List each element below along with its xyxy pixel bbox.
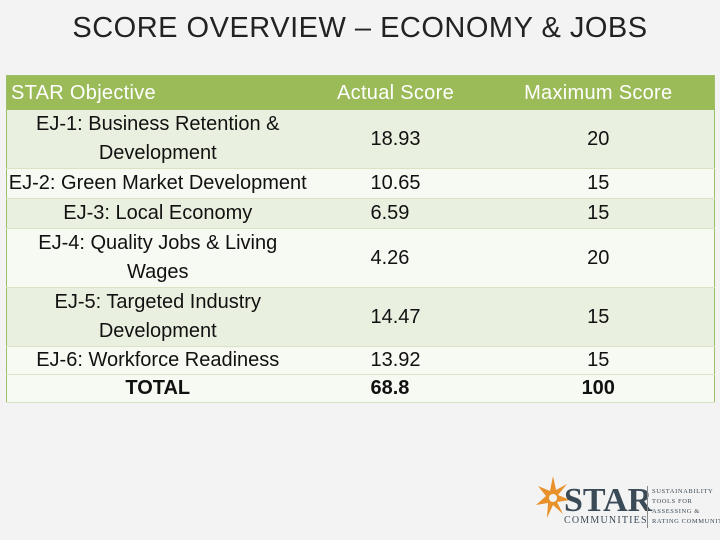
actual-score-cell: 18.93 [370,127,421,150]
maximum-score-cell: 15 [587,202,610,224]
actual-score-cell: 10.65 [370,172,421,194]
logo-sub: COMMUNITIES [564,515,648,526]
header-maximum-score: Maximum Score [524,81,673,104]
slide-title: SCORE OVERVIEW – ECONOMY & JOBS [72,12,648,44]
logo-tagline: SUSTAINABILITY TOOLS FOR ASSESSING & RAT… [652,487,720,527]
table-row-total: TOTAL 68.8 100 [6,374,715,403]
actual-score-cell: 13.92 [370,349,421,371]
table-header-row: STAR Objective Actual Score Maximum Scor… [6,75,715,110]
actual-score-cell: 6.59 [370,202,410,224]
table-row: EJ-1: Business Retention & Development 1… [6,110,715,169]
score-table: STAR Objective Actual Score Maximum Scor… [6,75,715,403]
table-row: EJ-2: Green Market Development 10.65 15 [6,168,715,199]
maximum-score-cell: 15 [587,172,610,194]
maximum-score-cell: 20 [587,246,610,269]
header-actual-score: Actual Score [337,81,454,104]
table-row: EJ-3: Local Economy 6.59 15 [6,198,715,229]
header-objective: STAR Objective [11,81,156,104]
table-row: EJ-5: Targeted Industry Development 14.4… [6,287,715,347]
objective-cell: EJ-2: Green Market Development [8,172,307,194]
maximum-score-cell: 15 [587,305,610,328]
star-burst-icon [536,476,570,518]
star-communities-logo: STAR COMMUNITIES SUSTAINABILITY TOOLS FO… [536,474,720,534]
maximum-score-cell: 20 [587,127,610,150]
maximum-score-cell: 15 [587,349,610,371]
objective-cell: EJ-4: Quality Jobs & Living Wages [38,232,278,283]
logo-tagline-line: SUSTAINABILITY [652,488,714,495]
objective-cell: EJ-5: Targeted Industry Development [54,291,261,342]
actual-score-cell: 68.8 [370,377,410,399]
objective-cell: EJ-6: Workforce Readiness [36,349,280,371]
logo-tagline-line: TOOLS FOR [652,498,693,505]
actual-score-cell: 4.26 [370,246,410,269]
logo-tagline-line: RATING COMMUNITIES [652,518,720,525]
actual-score-cell: 14.47 [370,305,421,328]
objective-cell: EJ-1: Business Retention & Development [36,113,280,164]
logo-word: STAR [564,482,653,519]
table-row: EJ-6: Workforce Readiness 13.92 15 [6,346,715,375]
logo-divider [647,486,648,528]
objective-cell: EJ-3: Local Economy [63,202,253,224]
objective-cell: TOTAL [125,377,191,399]
table-row: EJ-4: Quality Jobs & Living Wages 4.26 2… [6,228,715,288]
logo-tagline-line: ASSESSING & [652,508,700,515]
maximum-score-cell: 100 [581,377,615,399]
